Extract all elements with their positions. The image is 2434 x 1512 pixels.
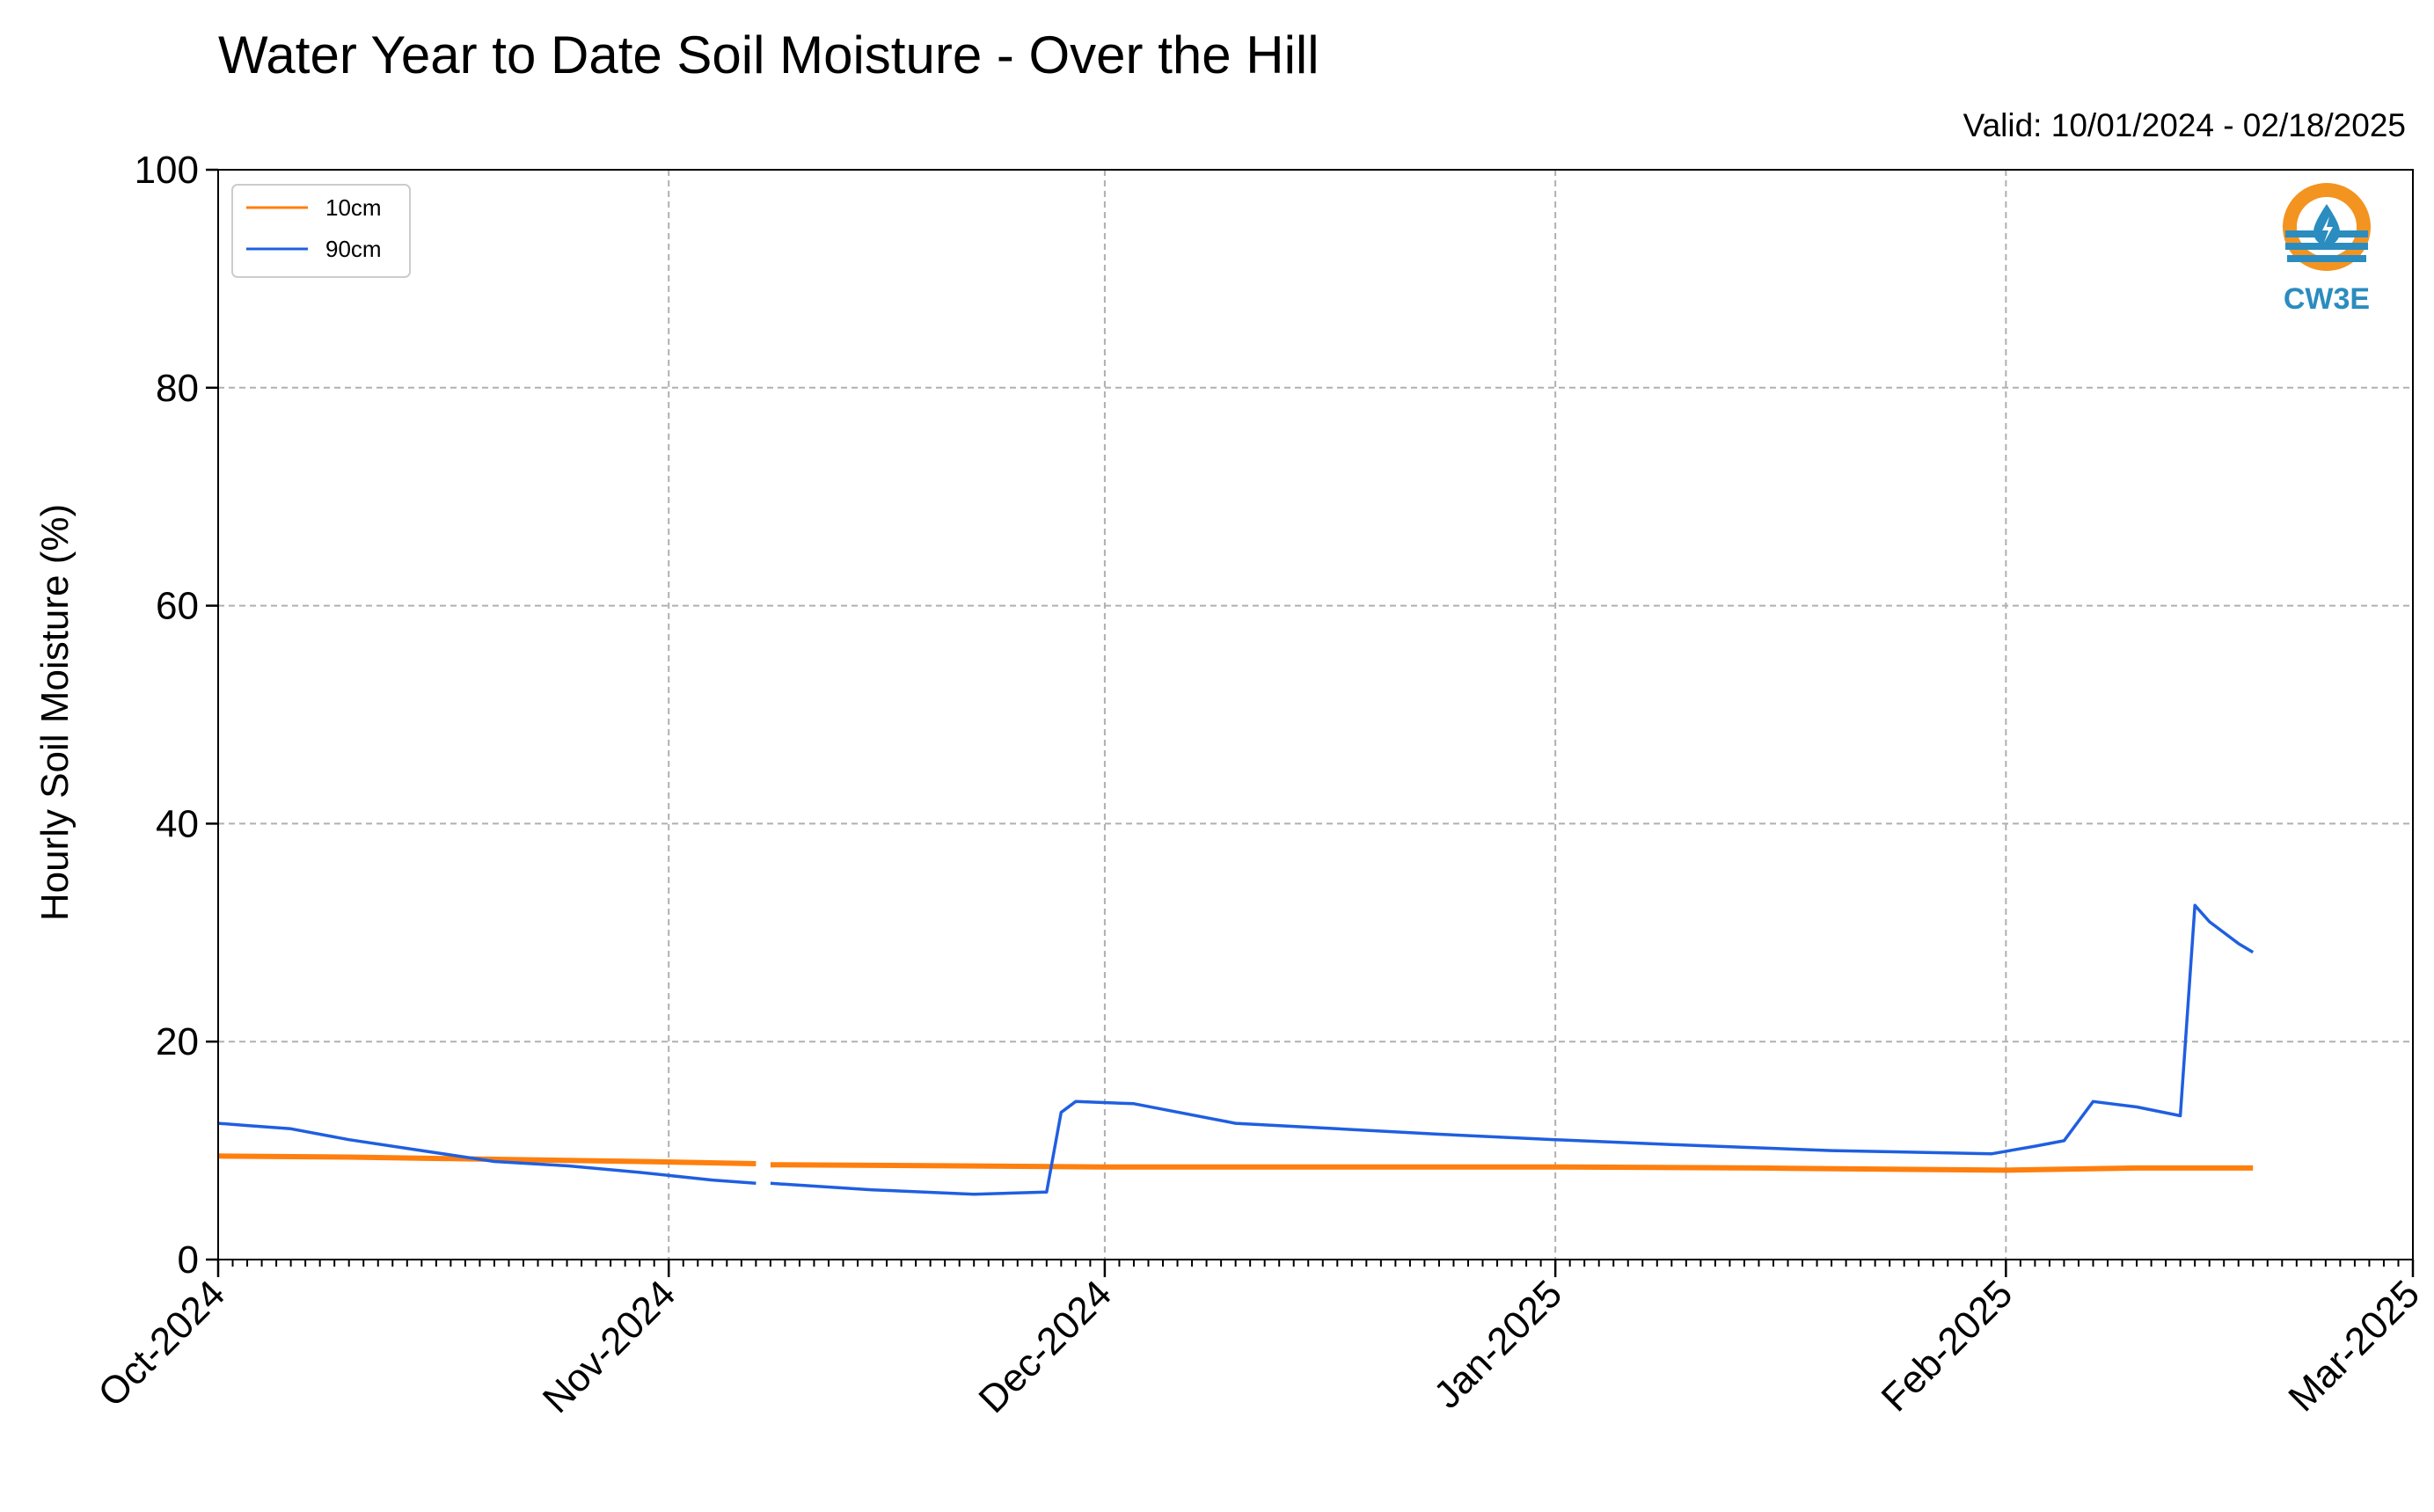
y-tick-label: 0 [178, 1238, 199, 1282]
legend: 10cm 90cm [231, 184, 411, 278]
series-line-90cm [770, 903, 2255, 1196]
x-tick-label: Oct-2024 [90, 1272, 233, 1415]
y-tick-label: 80 [156, 367, 199, 410]
x-tick-label: Feb-2025 [1874, 1272, 2021, 1420]
series-line-90cm [217, 1121, 757, 1186]
plot-frame [217, 169, 2414, 1260]
tick-labels: Oct-2024 Nov-2024 Dec-2024 Jan-2025 Feb-2025… [90, 149, 2428, 1421]
y-tick-label: 60 [156, 585, 199, 628]
y-tick-label: 20 [156, 1020, 199, 1063]
logo-text: CW3E [2284, 282, 2370, 316]
y-tick-label: 40 [156, 802, 199, 845]
chart-subtitle: Valid: 10/01/2024 - 02/18/2025 [1963, 107, 2406, 143]
grid-lines [217, 169, 2414, 1260]
x-tick-label: Mar-2025 [2280, 1272, 2428, 1420]
series-line-10cm [217, 1153, 757, 1166]
series-line-10cm [770, 1162, 2254, 1173]
legend-label-90cm: 90cm [325, 236, 382, 262]
y-tick-label: 100 [135, 149, 199, 192]
y-axis-title: Hourly Soil Moisture (%) [33, 504, 77, 921]
x-tick-label: Jan-2025 [1426, 1272, 1570, 1416]
series-lines [217, 903, 2255, 1196]
legend-label-10cm: 10cm [325, 194, 382, 221]
x-tick-label: Dec-2024 [970, 1272, 1120, 1421]
legend-box [231, 184, 411, 278]
cw3e-logo: CW3E [2283, 183, 2371, 316]
x-tick-label: Nov-2024 [535, 1272, 684, 1421]
chart-title: Water Year to Date Soil Moisture - Over … [218, 26, 1319, 84]
axes [206, 168, 2415, 1277]
